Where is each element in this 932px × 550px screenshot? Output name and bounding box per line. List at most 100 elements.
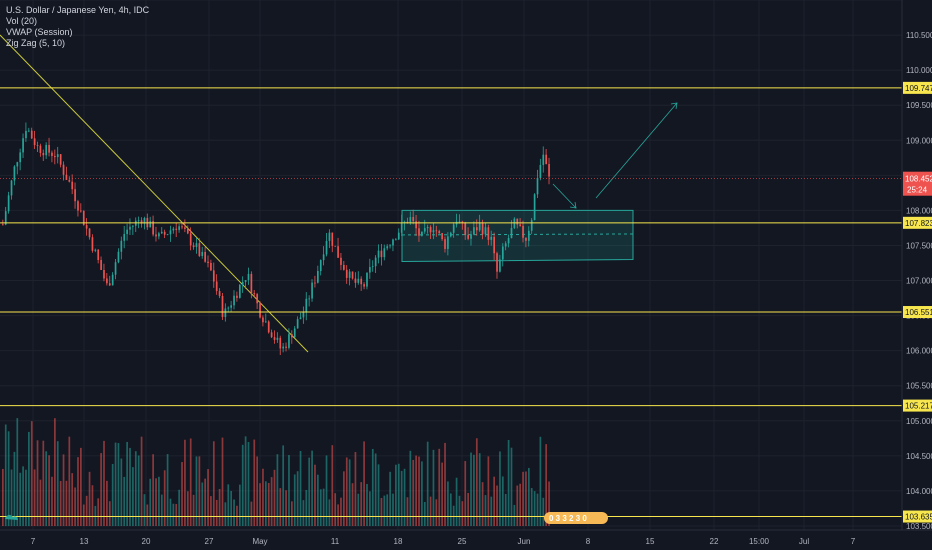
candle-body	[16, 162, 19, 167]
volume-bar	[493, 476, 495, 526]
candle-body	[129, 226, 131, 230]
volume-bar	[28, 431, 30, 526]
volume-bar	[146, 504, 149, 526]
candle-body	[317, 271, 319, 283]
cloud-icon[interactable]	[5, 514, 18, 520]
candle-body	[192, 245, 195, 248]
time-tick-label: May	[252, 537, 267, 546]
volume-bar	[236, 505, 238, 526]
volume-bar	[519, 483, 522, 526]
candle-body	[340, 257, 342, 265]
candle-body	[369, 267, 371, 273]
legend-vwap[interactable]: VWAP (Session)	[6, 27, 73, 37]
volume-bar	[2, 468, 4, 526]
candle-body	[241, 281, 244, 285]
candle-body	[322, 254, 325, 261]
candle-body	[447, 236, 449, 249]
candle-body	[293, 328, 296, 338]
volume-bar	[455, 477, 458, 526]
candle-body	[28, 130, 30, 132]
candle-body	[409, 217, 412, 224]
candle-body	[441, 233, 443, 240]
level-axis-label: 105.217	[905, 402, 932, 411]
candle-body	[186, 228, 189, 234]
volume-bar	[490, 496, 493, 526]
volume-bar	[473, 454, 475, 526]
candle-body	[366, 272, 368, 287]
volume-bar	[160, 494, 163, 526]
volume-bar	[244, 436, 247, 526]
volume-bar	[371, 448, 374, 526]
volume-bar	[415, 455, 417, 526]
volume-bar	[478, 453, 481, 526]
time-axis[interactable]: 7 13 20 27 May 11 18 25 Jun 8 15 22 15:00 Jul 7	[0, 529, 932, 550]
volume-bar	[545, 444, 548, 526]
volume-bar	[224, 502, 227, 526]
volume-bar	[91, 485, 94, 526]
candle-body	[175, 228, 178, 230]
candle-body	[478, 222, 481, 231]
volume-bar	[108, 501, 111, 526]
candle-body	[264, 321, 267, 323]
volume-bar	[45, 451, 48, 526]
legend-zigzag[interactable]: Zig Zag (5, 10)	[6, 38, 66, 48]
volume-bar	[201, 482, 204, 526]
candle-body	[536, 177, 539, 195]
volume-bar	[331, 445, 334, 526]
price-axis[interactable]: 103.500 104.000 104.500 105.000 105.500 106.0…	[901, 0, 932, 531]
time-tick-label: 11	[331, 537, 340, 546]
candle-body	[236, 295, 238, 298]
volume-bar	[325, 455, 328, 526]
candle-body	[282, 346, 285, 349]
volume-bar	[212, 441, 215, 526]
volume-bar	[74, 487, 76, 526]
candle-body	[163, 231, 166, 235]
time-axis-bg	[0, 530, 932, 550]
volume-bar	[189, 438, 192, 526]
volume-bar	[438, 448, 441, 526]
volume-bar	[215, 499, 218, 526]
candle-body	[71, 181, 74, 190]
volume-bar	[345, 457, 348, 526]
candle-body	[114, 262, 117, 275]
candle-body	[270, 332, 273, 338]
candle-body	[291, 334, 293, 338]
volume-bar	[241, 444, 244, 526]
volume-bar	[542, 497, 545, 526]
volume-bar	[429, 496, 432, 526]
volume-bar	[302, 500, 305, 526]
volume-bar	[418, 456, 420, 526]
legend-symbol[interactable]: U.S. Dollar / Japanese Yen, 4h, IDC	[6, 5, 150, 15]
candle-body	[418, 228, 420, 236]
price-tick-label: 110.500	[906, 31, 932, 40]
candle-body	[65, 174, 68, 180]
level-axis-label: 106.551	[905, 308, 932, 317]
volume-bar	[227, 484, 230, 526]
volume-bar	[337, 504, 339, 526]
candle-body	[377, 250, 380, 258]
candle-body	[314, 282, 316, 284]
volume-bar	[7, 431, 10, 526]
arrow-target-up[interactable]	[595, 102, 678, 199]
volume-bar	[204, 478, 206, 526]
candle-body	[36, 145, 39, 146]
volume-bar	[322, 488, 325, 526]
candle-body	[244, 280, 247, 282]
price-tick-label: 108.000	[906, 206, 932, 215]
economic-events-badge[interactable]	[544, 512, 608, 524]
legend-volume[interactable]: Vol (20)	[6, 16, 38, 26]
volume-bars	[2, 418, 550, 526]
volume-bar	[80, 447, 82, 526]
volume-bar	[48, 455, 50, 526]
volume-bar	[218, 488, 221, 526]
price-tick-label: 104.500	[906, 452, 932, 461]
level-axis-tag	[903, 216, 932, 229]
candle-body	[42, 152, 45, 156]
time-tick-label: 20	[142, 537, 151, 546]
arrow-down-to-channel[interactable]	[552, 183, 577, 209]
candle-body	[438, 231, 441, 234]
volume-bar	[501, 476, 504, 526]
candle-body	[493, 236, 495, 254]
